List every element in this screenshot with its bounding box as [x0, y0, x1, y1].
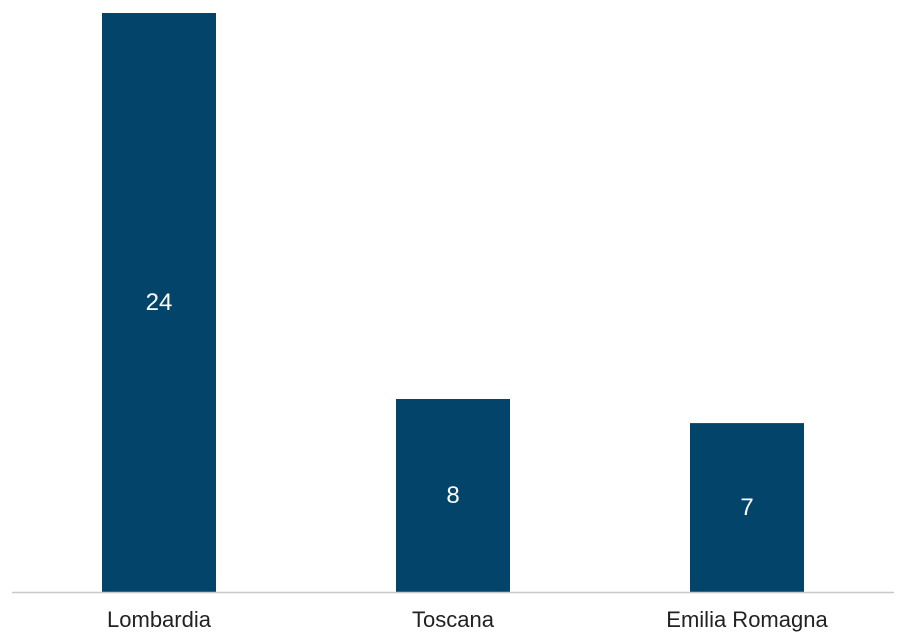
x-tick-label-emilia-romagna: Emilia Romagna [666, 607, 828, 632]
x-tick-label-toscana: Toscana [412, 607, 495, 632]
bars-group [102, 13, 804, 592]
data-label-lombardia: 24 [146, 289, 173, 316]
bar-toscana [396, 399, 510, 592]
data-label-emilia-romagna: 7 [740, 494, 753, 521]
bar-lombardia [102, 13, 216, 592]
data-labels-group: 24 8 7 [146, 289, 754, 521]
data-label-toscana: 8 [446, 482, 459, 509]
x-tick-label-lombardia: Lombardia [107, 607, 212, 632]
bar-emilia-romagna [690, 423, 804, 592]
x-tick-labels-group: Lombardia Toscana Emilia Romagna [107, 607, 828, 632]
